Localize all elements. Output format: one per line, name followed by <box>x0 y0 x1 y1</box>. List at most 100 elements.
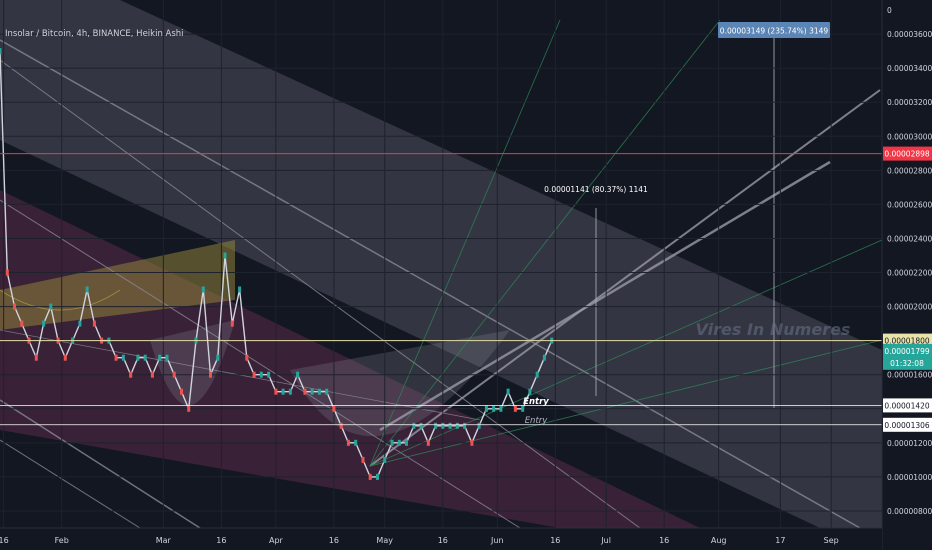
price-label-2: 0.00001799 <box>884 347 930 356</box>
x-tick-10: Jul <box>600 536 611 545</box>
candle-7 <box>49 303 53 310</box>
x-tick-9: 16 <box>550 536 560 545</box>
candle-1 <box>5 269 9 276</box>
watermark: Vires In Numeres <box>696 320 851 339</box>
candle-68 <box>492 405 496 412</box>
cup-curve-2 <box>150 320 235 406</box>
candle-16 <box>114 354 118 361</box>
candle-32 <box>230 320 234 327</box>
x-tick-11: 16 <box>659 536 669 545</box>
candle-57 <box>412 422 416 429</box>
y-tick-7: 0.00002400 <box>887 235 932 244</box>
y-tick-13: 0.00001200 <box>887 439 932 448</box>
time-axis[interactable]: 16 Feb Mar 16 Apr 16 May 16 Jun 16 Jul 16 Aug 17 Sep <box>0 536 839 545</box>
candle-60 <box>434 422 438 429</box>
candle-52 <box>376 473 379 480</box>
y-tick-9: 0.00002000 <box>887 303 932 312</box>
trendline-6 <box>379 160 831 432</box>
cup-curve-3 <box>290 330 510 437</box>
x-tick-7: 16 <box>438 536 448 545</box>
horizontal-levels <box>0 153 882 426</box>
candle-63 <box>455 422 459 429</box>
candle-37 <box>267 371 271 378</box>
candle-21 <box>150 371 154 378</box>
x-tick-5: 16 <box>329 536 339 545</box>
entry-label-1: Entry <box>523 397 549 407</box>
candle-55 <box>397 439 401 446</box>
candle-23 <box>165 354 169 361</box>
entry-label-2: Entry <box>525 416 549 426</box>
candle-30 <box>216 354 220 361</box>
candle-69 <box>499 405 503 412</box>
y-tick-11: 0.00001600 <box>887 371 932 380</box>
trendline-10 <box>369 339 883 467</box>
candle-65 <box>470 439 474 446</box>
candle-36 <box>259 371 263 378</box>
y-tick-2: 0.00003400 <box>887 64 932 73</box>
y-tick-14: 0.00001000 <box>887 473 932 482</box>
target-box-label: 0.00003149 (235.74%) 3149 <box>720 27 829 36</box>
candle-26 <box>187 405 191 412</box>
overlays <box>0 0 883 529</box>
candle-43 <box>310 388 314 395</box>
candle-50 <box>361 456 365 463</box>
x-tick-8: Jun <box>490 536 504 545</box>
y-tick-15: 0.00000800 <box>887 507 932 516</box>
grid <box>0 0 882 528</box>
trendline-5 <box>369 89 881 467</box>
candle-71 <box>513 405 517 412</box>
trendline-9 <box>369 239 883 467</box>
candle-49 <box>354 439 358 446</box>
trendline-4 <box>0 439 141 529</box>
x-tick-6: May <box>376 536 393 545</box>
y-tick-5: 0.00002800 <box>887 166 932 175</box>
candle-51 <box>368 473 372 480</box>
candle-45 <box>325 388 329 395</box>
candle-61 <box>441 422 445 429</box>
candle-41 <box>296 371 300 378</box>
price-label-0: 0.00002898 <box>884 150 930 159</box>
trendline-1 <box>0 39 861 529</box>
y-tick-1: 0.00003600 <box>887 30 932 39</box>
candle-66 <box>477 422 481 429</box>
candle-74 <box>535 371 539 378</box>
candle-75 <box>542 354 546 361</box>
price-label-bg-2 <box>883 343 932 358</box>
x-tick-2: Mar <box>156 536 172 545</box>
x-tick-14: Sep <box>824 536 839 545</box>
y-tick-3: 0.00003200 <box>887 98 932 107</box>
x-tick-4: Apr <box>269 536 284 545</box>
y-tick-8: 0.00002200 <box>887 269 932 278</box>
candle-54 <box>390 439 394 446</box>
price-label-bg-4 <box>883 398 932 413</box>
trendline-7 <box>369 19 561 467</box>
price-label-bg-5 <box>883 417 932 432</box>
candle-70 <box>506 388 510 395</box>
price-label-bg-0 <box>883 146 932 161</box>
target-box <box>718 22 830 38</box>
candle-44 <box>317 388 321 395</box>
candle-11 <box>78 320 82 327</box>
x-tick-12: Aug <box>711 536 727 545</box>
candle-40 <box>288 388 292 395</box>
price-label-bg-3 <box>883 355 932 370</box>
x-tick-1: Feb <box>55 536 69 545</box>
candle-5 <box>34 354 38 361</box>
y-tick-6: 0.00002600 <box>887 200 932 209</box>
candle-17 <box>121 354 125 361</box>
candle-28 <box>201 286 205 293</box>
candle-58 <box>419 422 423 429</box>
candle-3 <box>20 320 24 327</box>
trendline-8 <box>369 19 721 467</box>
candle-39 <box>281 388 285 395</box>
cup-band <box>0 240 235 330</box>
y-tick-4: 0.00003000 <box>887 132 932 141</box>
candle-73 <box>528 388 532 395</box>
x-tick-3: 16 <box>216 536 226 545</box>
price-label-3: 01:32:08 <box>890 359 924 368</box>
candle-64 <box>463 422 467 429</box>
trendline-3 <box>0 399 201 529</box>
candle-62 <box>448 422 452 429</box>
price-label-4: 0.00001420 <box>884 401 930 410</box>
